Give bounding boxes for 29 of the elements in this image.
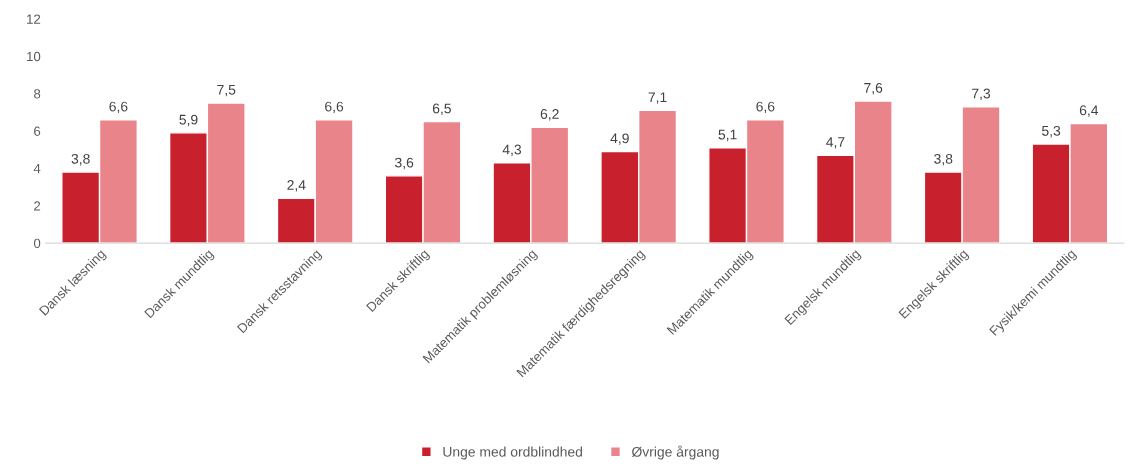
y-tick-label: 6 [34, 126, 41, 136]
legend-label: Øvrige årgang [631, 445, 719, 460]
data-label: 4,7 [826, 137, 845, 149]
data-label: 6,5 [432, 103, 451, 115]
data-label: 7,6 [864, 82, 883, 95]
data-label: 4,3 [502, 144, 522, 157]
y-tick-label: 12 [27, 14, 41, 24]
data-label: 5,3 [1042, 125, 1061, 138]
y-tick-label: 0 [33, 238, 41, 248]
data-label: 5,1 [718, 129, 737, 142]
data-label: 6,2 [540, 109, 559, 121]
data-label: 7,3 [972, 88, 991, 101]
data-label: 2,4 [287, 180, 306, 192]
legend-label: Unge med ordblindhed [443, 446, 582, 460]
data-label: 4,9 [610, 133, 629, 145]
data-label: 3,8 [71, 153, 90, 166]
y-tick-label: 8 [34, 89, 41, 99]
data-label: 6,6 [325, 101, 344, 114]
data-label: 3,6 [395, 157, 414, 170]
data-label: 7,1 [648, 92, 667, 104]
y-tick-label: 2 [34, 201, 41, 211]
data-label: 5,9 [179, 114, 198, 127]
y-tick-label: 10 [27, 51, 41, 62]
y-tick-label: 4 [33, 164, 41, 174]
data-label: 3,8 [934, 153, 953, 166]
data-label: 7,5 [217, 84, 236, 97]
data-label: 6,6 [756, 101, 775, 114]
data-label: 6,6 [109, 101, 128, 114]
data-label: 6,4 [1079, 105, 1099, 117]
